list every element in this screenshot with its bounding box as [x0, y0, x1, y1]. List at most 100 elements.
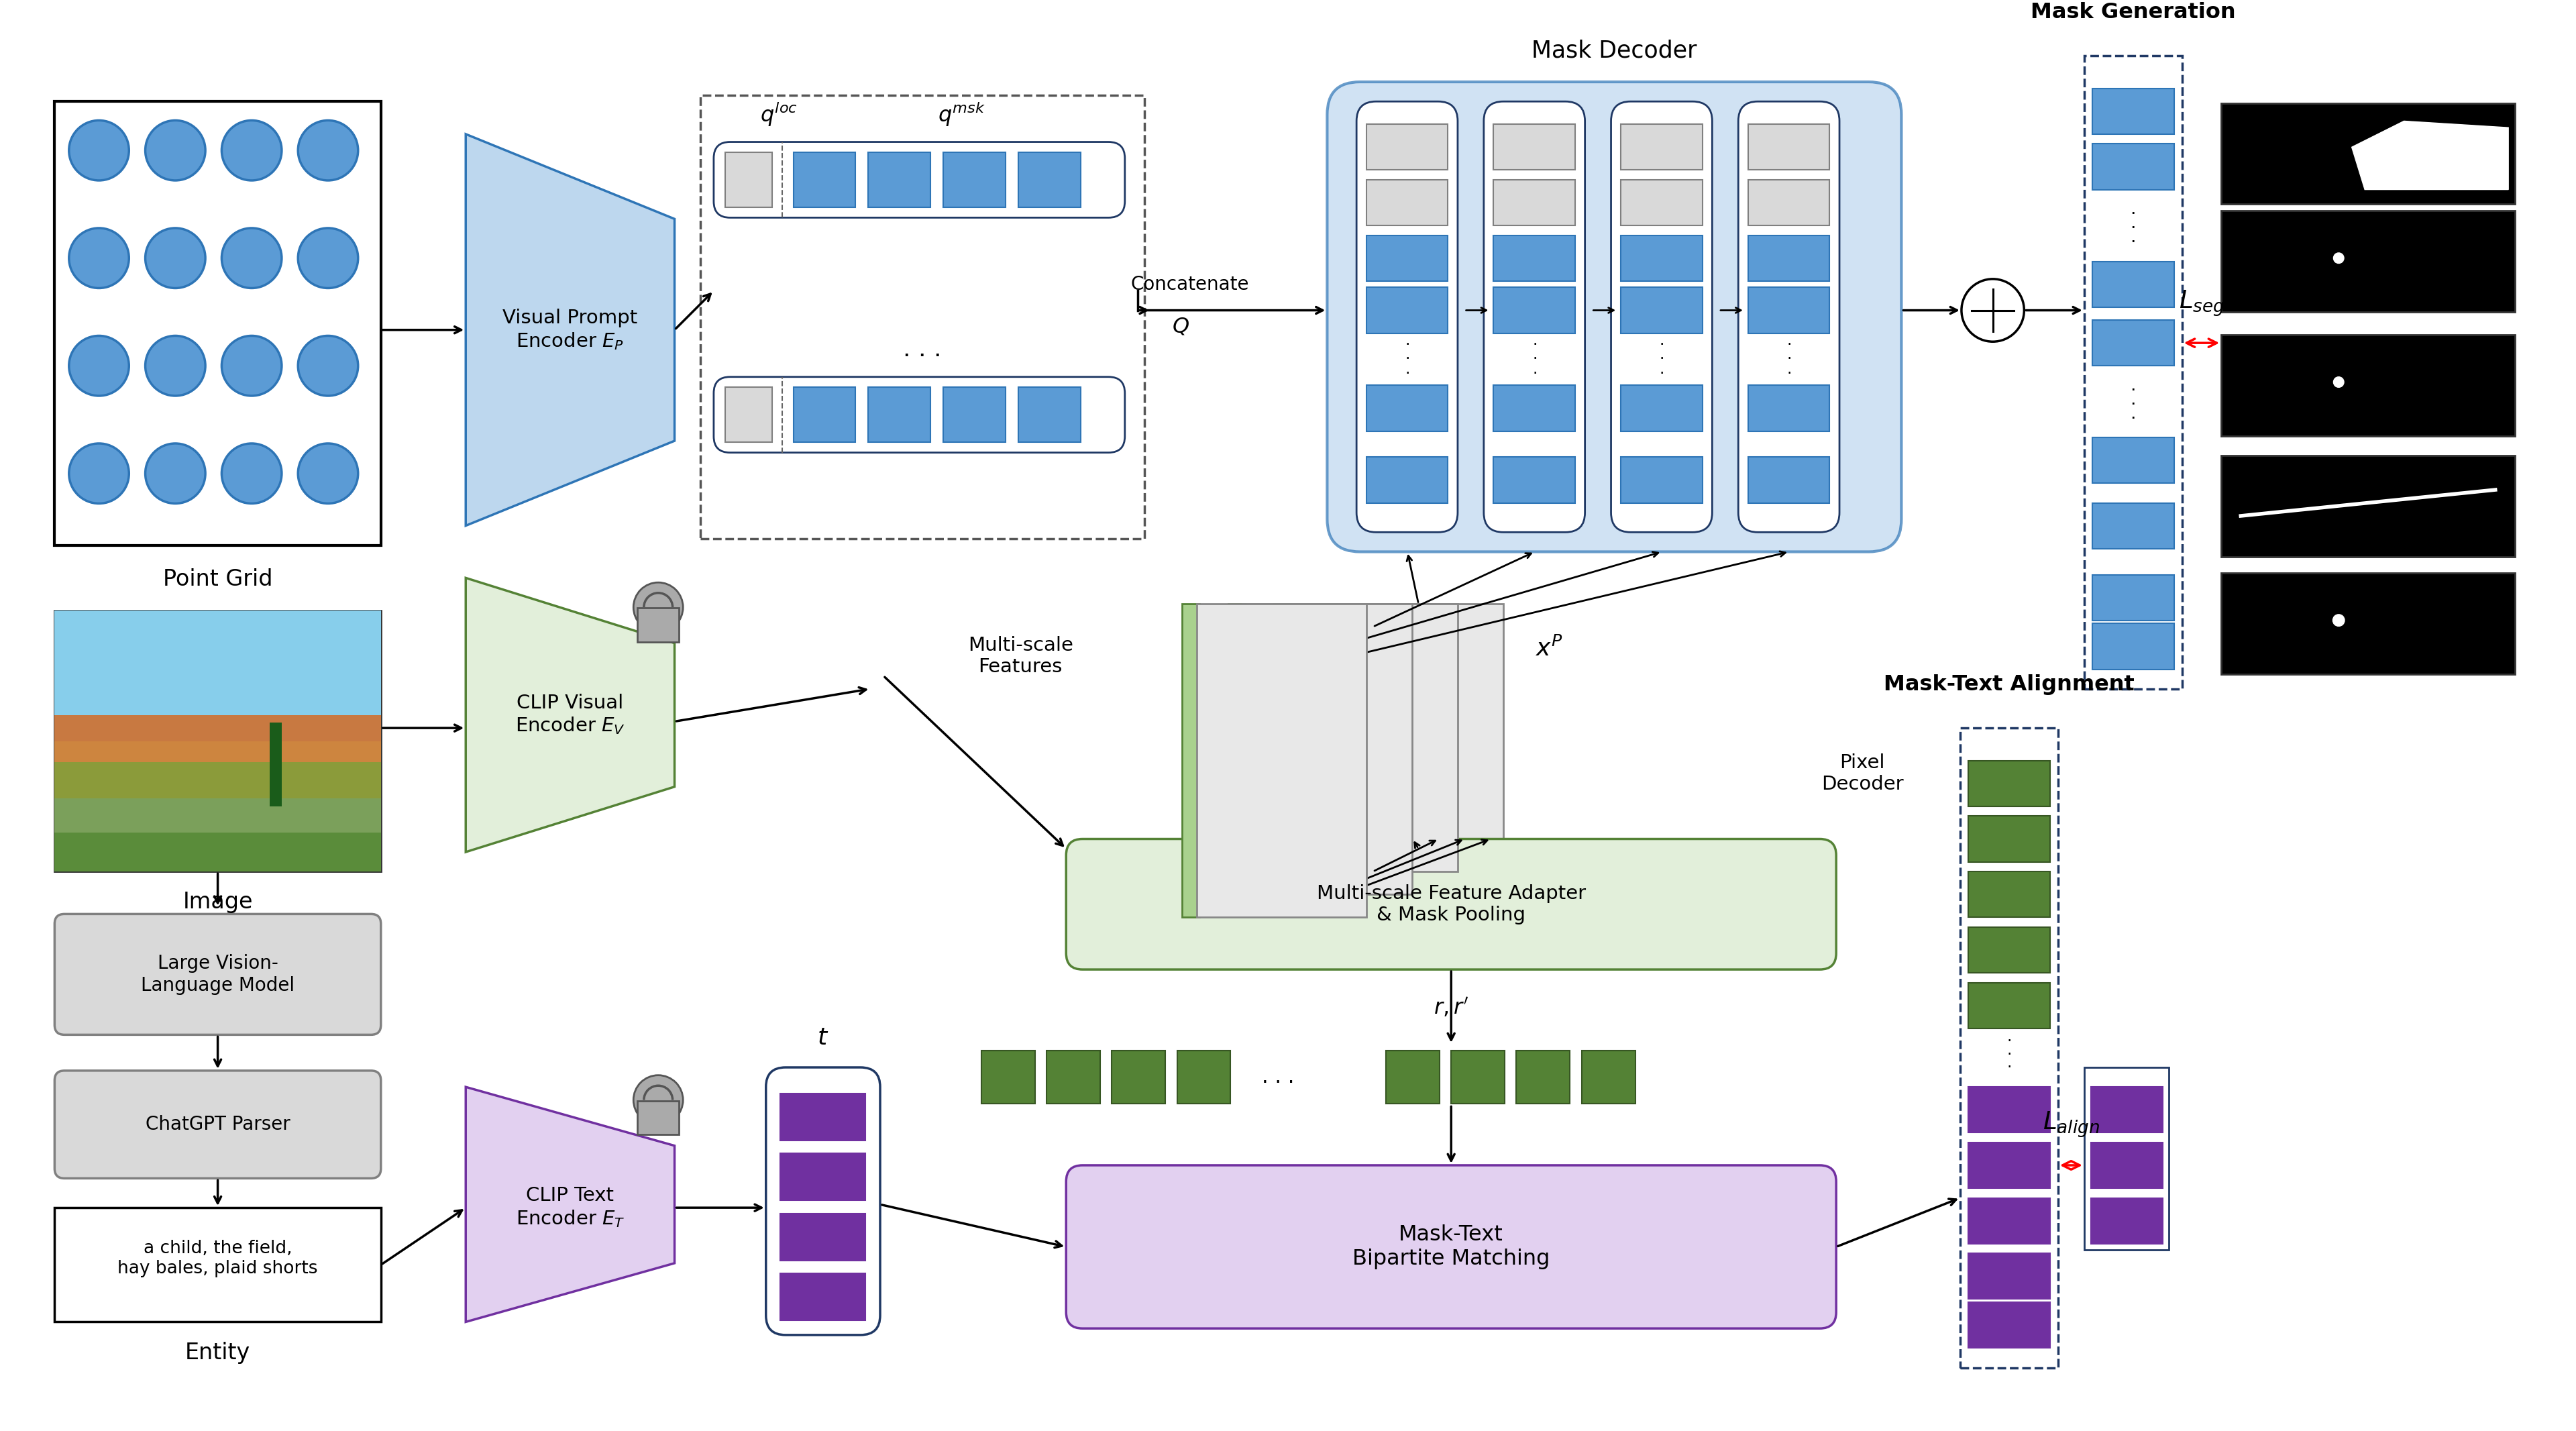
Bar: [1046, 1050, 1100, 1103]
Bar: [1968, 1254, 2050, 1299]
Bar: [1494, 180, 1574, 226]
Bar: [1620, 180, 1703, 226]
FancyBboxPatch shape: [1066, 839, 1837, 969]
Polygon shape: [466, 1088, 675, 1322]
Bar: [1198, 604, 1365, 917]
Bar: [1494, 456, 1574, 502]
Bar: [1365, 456, 1448, 502]
Bar: [701, 94, 1144, 538]
Bar: [54, 741, 381, 761]
Bar: [54, 611, 381, 871]
Bar: [943, 388, 1005, 442]
Text: Image: Image: [183, 892, 252, 913]
Circle shape: [70, 444, 129, 504]
FancyBboxPatch shape: [1610, 102, 1713, 532]
Bar: [1968, 1088, 2050, 1133]
Circle shape: [144, 228, 206, 288]
Bar: [2221, 335, 2514, 436]
Circle shape: [2334, 614, 2344, 627]
Bar: [2092, 89, 2174, 135]
Circle shape: [70, 120, 129, 180]
Text: Multi-scale Feature Adapter
& Mask Pooling: Multi-scale Feature Adapter & Mask Pooli…: [1316, 884, 1587, 924]
FancyBboxPatch shape: [1327, 82, 1901, 552]
Circle shape: [222, 120, 281, 180]
Circle shape: [299, 228, 358, 288]
Bar: [1968, 1142, 2050, 1188]
Circle shape: [144, 120, 206, 180]
Text: Mask-Text Alignment: Mask-Text Alignment: [1883, 674, 2136, 695]
Bar: [2092, 624, 2174, 670]
Bar: [54, 1208, 381, 1322]
Bar: [2092, 321, 2174, 366]
Bar: [1365, 385, 1448, 431]
Bar: [1620, 385, 1703, 431]
Text: Point Grid: Point Grid: [162, 568, 273, 590]
Bar: [2092, 438, 2174, 484]
Text: Entity: Entity: [185, 1341, 250, 1364]
Bar: [54, 716, 381, 741]
FancyBboxPatch shape: [714, 376, 1126, 452]
Bar: [781, 1153, 866, 1201]
Bar: [1229, 604, 1244, 894]
Bar: [1620, 288, 1703, 333]
Text: . . .: . . .: [904, 338, 943, 361]
Bar: [2092, 1142, 2161, 1188]
Bar: [1113, 1050, 1164, 1103]
Bar: [2092, 502, 2174, 548]
Bar: [1749, 456, 1829, 502]
Text: ·
·
·: · · ·: [2007, 1033, 2012, 1075]
Circle shape: [144, 444, 206, 504]
Circle shape: [1960, 279, 2025, 342]
Circle shape: [299, 336, 358, 396]
Bar: [1620, 124, 1703, 170]
Bar: [1968, 983, 2050, 1029]
Bar: [868, 388, 930, 442]
Text: $t$: $t$: [817, 1026, 829, 1049]
Bar: [1517, 1050, 1569, 1103]
Bar: [1494, 235, 1574, 280]
Bar: [2084, 56, 2182, 688]
Bar: [781, 1213, 866, 1261]
Bar: [726, 152, 773, 207]
Bar: [2221, 210, 2514, 312]
Text: Concatenate: Concatenate: [1131, 275, 1249, 293]
Circle shape: [70, 336, 129, 396]
Bar: [1494, 288, 1574, 333]
FancyBboxPatch shape: [1358, 102, 1458, 532]
Text: Visual Prompt
Encoder $E_P$: Visual Prompt Encoder $E_P$: [502, 309, 639, 351]
Text: $L_{seg}$: $L_{seg}$: [2179, 289, 2226, 318]
Bar: [1386, 1050, 1440, 1103]
Text: $x^P$: $x^P$: [1535, 637, 1564, 661]
Text: Multi-scale
Features: Multi-scale Features: [969, 635, 1074, 677]
Bar: [54, 102, 381, 545]
Text: CLIP Visual
Encoder $E_V$: CLIP Visual Encoder $E_V$: [515, 694, 626, 737]
Text: a child, the field,
hay bales, plaid shorts: a child, the field, hay bales, plaid sho…: [118, 1239, 317, 1276]
Bar: [1968, 1198, 2050, 1244]
Bar: [1749, 180, 1829, 226]
Bar: [2092, 575, 2174, 620]
Circle shape: [222, 336, 281, 396]
Circle shape: [222, 444, 281, 504]
Circle shape: [299, 444, 358, 504]
Circle shape: [634, 1075, 683, 1125]
Bar: [1620, 456, 1703, 502]
Bar: [1749, 235, 1829, 280]
FancyBboxPatch shape: [1739, 102, 1839, 532]
Bar: [981, 1050, 1036, 1103]
Bar: [1494, 124, 1574, 170]
Bar: [2092, 1088, 2161, 1133]
Bar: [943, 152, 1005, 207]
Bar: [1582, 1050, 1636, 1103]
Bar: [636, 608, 680, 643]
Bar: [793, 388, 855, 442]
Bar: [1288, 604, 1458, 871]
Text: Mask-Text
Bipartite Matching: Mask-Text Bipartite Matching: [1352, 1225, 1551, 1269]
Bar: [1365, 180, 1448, 226]
Text: ·
·
·: · · ·: [1659, 338, 1664, 382]
Bar: [1334, 604, 1504, 849]
Bar: [1968, 927, 2050, 973]
Text: Mask Generation: Mask Generation: [2030, 3, 2236, 23]
Bar: [54, 833, 381, 871]
Text: ·
·
·: · · ·: [1533, 338, 1538, 382]
FancyBboxPatch shape: [1066, 1165, 1837, 1328]
